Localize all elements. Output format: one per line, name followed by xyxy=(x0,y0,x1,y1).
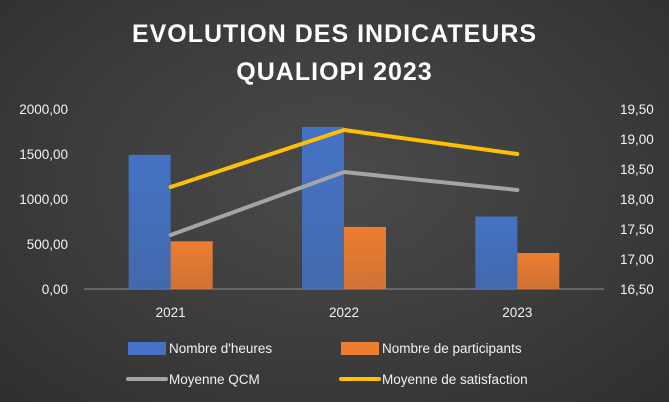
bars xyxy=(128,127,560,289)
bar-nombre-d-heures-2022 xyxy=(302,127,344,289)
bar-nombre-de-participants-2022 xyxy=(344,226,386,289)
left-axis-tick-label: 500,00 xyxy=(27,237,68,252)
legend-label: Moyenne de satisfaction xyxy=(382,372,528,387)
x-axis-tick-label: 2023 xyxy=(502,305,532,320)
left-axis-tick-label: 1500,00 xyxy=(19,147,68,162)
legend-label: Moyenne QCM xyxy=(169,372,260,387)
legend-item-nombre-de-participants: Nombre de participants xyxy=(341,341,522,356)
right-axis-tick-label: 18,50 xyxy=(620,162,654,177)
right-axis-tick-label: 19,50 xyxy=(620,102,654,117)
lines xyxy=(168,128,520,237)
left-axis-tick-label: 0,00 xyxy=(42,282,68,297)
x-axis-tick-label: 2021 xyxy=(156,305,186,320)
x-axis-tick-label: 2022 xyxy=(329,305,359,320)
legend: Nombre d'heures Nombre de participants Moy… xyxy=(126,341,528,387)
legend-swatch xyxy=(341,342,379,355)
axes: 0,00 500,00 1000,00 1500,00 2000,00 16,50 17,0… xyxy=(19,102,654,320)
legend-item-moyenne-qcm: Moyenne QCM xyxy=(126,372,260,387)
chart-title-line-1: EVOLUTION DES INDICATEURS xyxy=(132,20,537,48)
right-axis-tick-label: 17,50 xyxy=(620,222,654,237)
right-axis-tick-label: 17,00 xyxy=(620,252,654,267)
legend-label: Nombre d'heures xyxy=(169,341,272,356)
bar-nombre-d-heures-2021 xyxy=(128,154,171,289)
legend-item-moyenne-de-satisfaction: Moyenne de satisfaction xyxy=(339,372,528,387)
left-axis-tick-label: 1000,00 xyxy=(19,192,68,207)
line-moyenne-qcm xyxy=(168,170,520,237)
legend-item-nombre-d-heures: Nombre d'heures xyxy=(128,341,272,356)
bar-nombre-de-participants-2021 xyxy=(170,241,213,289)
bar-nombre-d-heures-2023 xyxy=(475,216,518,289)
right-axis-tick-label: 19,00 xyxy=(620,132,654,147)
bar-nombre-de-participants-2023 xyxy=(517,253,560,289)
legend-label: Nombre de participants xyxy=(382,341,522,356)
legend-swatch xyxy=(128,342,166,355)
right-axis-tick-label: 16,50 xyxy=(620,282,654,297)
left-axis-tick-label: 2000,00 xyxy=(19,102,68,117)
line-moyenne-de-satisfaction xyxy=(168,128,520,189)
chart-title-line-2: QUALIOPI 2023 xyxy=(236,58,432,86)
right-axis-tick-label: 18,00 xyxy=(620,192,654,207)
